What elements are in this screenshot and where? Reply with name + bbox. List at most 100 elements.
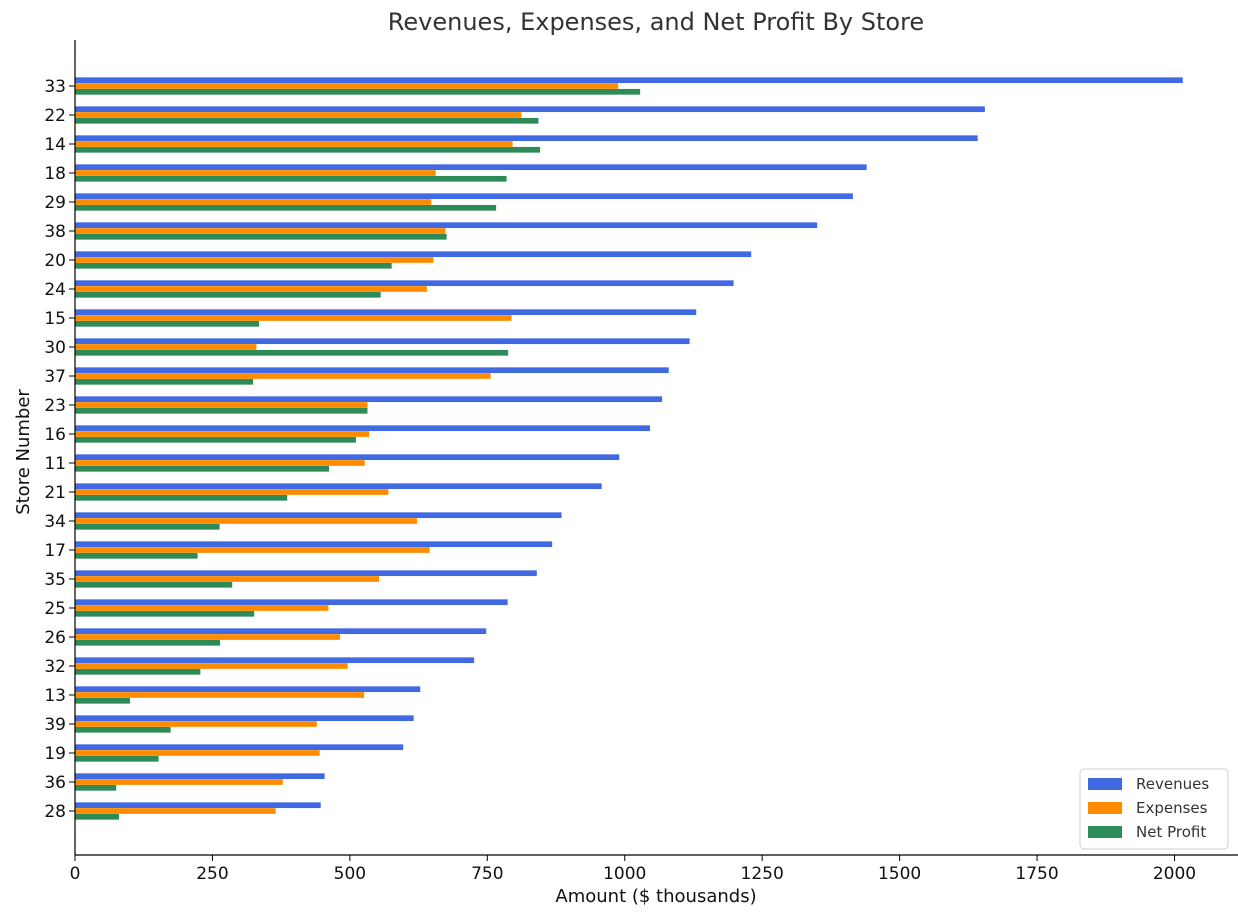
y-tick-label: 14 [44,135,66,155]
bar-expenses-store-39 [75,721,317,727]
bar-expenses-store-15 [75,315,512,321]
bar-revenues-store-17 [75,541,553,548]
legend: Revenues Expenses Net Profit [1079,768,1229,850]
bar-revenues-store-26 [75,628,487,635]
bar-net-profit-store-21 [75,494,288,501]
x-tick-label: 1500 [878,864,921,884]
y-axis-label: Store Number [13,389,34,515]
bar-net-profit-store-25 [75,610,255,617]
bar-revenues-store-21 [75,483,602,490]
x-tick-label: 250 [196,864,228,884]
bar-revenues-store-20 [75,251,752,258]
bar-expenses-store-25 [75,605,329,611]
y-tick-label: 15 [44,309,66,329]
bar-revenues-store-25 [75,599,508,606]
y-tick-label: 28 [44,802,66,822]
bar-expenses-store-13 [75,692,365,698]
bar-net-profit-store-38 [75,233,447,240]
bar-revenues-store-36 [75,773,325,780]
bar-net-profit-store-14 [75,146,541,153]
bar-net-profit-store-32 [75,668,201,675]
bar-expenses-store-30 [75,344,257,350]
bar-revenues-store-22 [75,106,985,113]
y-tick-label: 18 [44,164,66,184]
bar-net-profit-store-29 [75,204,497,211]
bar-revenues-store-35 [75,570,537,577]
y-tick-label: 32 [44,657,66,677]
y-tick-label: 19 [44,744,66,764]
bar-expenses-store-33 [75,83,619,89]
bar-expenses-store-17 [75,547,430,553]
y-tick-label: 35 [44,570,66,590]
bar-revenues-store-37 [75,367,669,374]
bar-revenues-store-29 [75,193,853,200]
bar-expenses-store-24 [75,286,427,292]
bar-revenues-store-32 [75,657,475,664]
y-tick-label: 22 [44,106,66,126]
x-ticks-group: 0 250 500 750 1000 1250 1500 1750 2000 [70,855,1196,884]
bar-net-profit-store-39 [75,726,171,733]
y-tick-label: 39 [44,715,66,735]
bar-net-profit-store-15 [75,320,260,327]
bars-group [75,77,1183,820]
bar-revenues-store-15 [75,309,697,316]
bar-net-profit-store-17 [75,552,198,559]
legend-label: Net Profit [1136,823,1206,841]
legend-swatch-revenues [1088,778,1122,790]
bar-revenues-store-13 [75,686,421,693]
bar-revenues-store-14 [75,135,978,142]
bar-net-profit-store-35 [75,581,233,588]
bar-expenses-store-37 [75,373,491,379]
legend-label: Expenses [1136,799,1208,817]
bar-expenses-store-14 [75,141,513,147]
bar-net-profit-store-16 [75,436,356,443]
bar-expenses-store-20 [75,257,434,263]
bar-net-profit-store-34 [75,523,220,530]
x-tick-label: 500 [334,864,366,884]
bar-expenses-store-21 [75,489,389,495]
y-tick-label: 34 [44,512,66,532]
bar-revenues-store-30 [75,338,690,345]
bar-expenses-store-34 [75,518,417,524]
bar-net-profit-store-37 [75,378,254,385]
y-tick-label: 38 [44,222,66,242]
bar-net-profit-store-30 [75,349,509,356]
bar-revenues-store-16 [75,425,651,432]
bar-revenues-store-24 [75,280,734,287]
y-tick-label: 37 [44,367,66,387]
y-tick-label: 23 [44,396,66,416]
x-tick-label: 1250 [741,864,784,884]
bar-net-profit-store-33 [75,88,641,95]
bar-expenses-store-22 [75,112,522,118]
legend-label: Revenues [1136,775,1209,793]
bar-revenues-store-33 [75,77,1183,84]
y-tick-label: 20 [44,251,66,271]
bar-net-profit-store-13 [75,697,130,704]
y-tick-label: 13 [44,686,66,706]
bar-net-profit-store-20 [75,262,392,269]
bar-net-profit-store-24 [75,291,381,298]
bar-net-profit-store-36 [75,784,117,791]
y-tick-label: 21 [44,483,66,503]
bar-expenses-store-19 [75,750,320,756]
bar-expenses-store-23 [75,402,368,408]
bar-expenses-store-26 [75,634,340,640]
bar-expenses-store-29 [75,199,432,205]
x-tick-label: 2000 [1153,864,1196,884]
bar-expenses-store-16 [75,431,370,437]
y-tick-label: 29 [44,193,66,213]
legend-swatch-expenses [1088,802,1122,814]
x-tick-label: 0 [70,864,81,884]
chart-title: Revenues, Expenses, and Net Profit By St… [388,8,924,36]
bar-net-profit-store-18 [75,175,507,182]
x-tick-label: 1000 [603,864,646,884]
bar-expenses-store-18 [75,170,436,176]
legend-swatch-net-profit [1088,826,1122,838]
bar-revenues-store-38 [75,222,818,229]
bar-net-profit-store-28 [75,813,119,820]
bar-expenses-store-28 [75,808,276,814]
bar-net-profit-store-19 [75,755,159,762]
bar-net-profit-store-26 [75,639,221,646]
bar-revenues-store-19 [75,744,404,751]
